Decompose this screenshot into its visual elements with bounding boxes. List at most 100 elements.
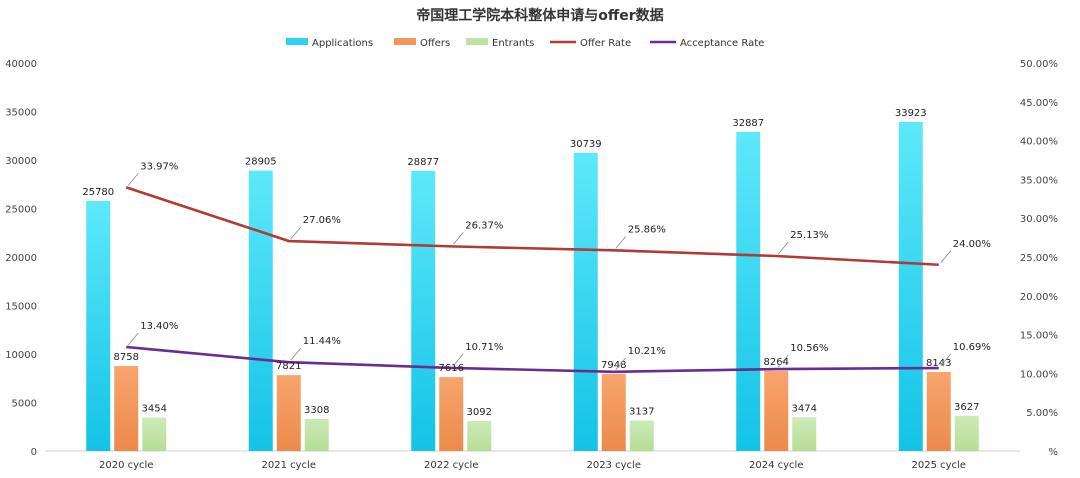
bar-value-label: 3627 <box>954 402 979 413</box>
bar-value-label: 8264 <box>764 357 789 368</box>
bar-value-label: 3454 <box>142 403 167 414</box>
leader-line <box>452 232 464 245</box>
x-tick-label: 2024 cycle <box>749 460 803 471</box>
line-value-label: 27.06% <box>303 215 341 226</box>
bar-value-label: 3308 <box>304 405 329 416</box>
legend-swatch-entrants <box>466 38 488 45</box>
line-acceptance-rate <box>126 345 939 374</box>
bar-applications <box>573 152 598 451</box>
x-tick-label: 2020 cycle <box>99 460 153 471</box>
bar-value-label: 7821 <box>276 361 301 372</box>
line-value-label: 11.44% <box>303 336 341 347</box>
legend-label: Offers <box>420 38 450 49</box>
chart-title: 帝国理工学院本科整体申请与offer数据 <box>416 7 663 24</box>
line-value-label: 25.86% <box>628 224 666 235</box>
leader-line <box>940 353 952 367</box>
line-value-label: 10.21% <box>628 346 666 357</box>
leader-line <box>127 332 139 346</box>
y-left-tick-label: 35000 <box>5 108 37 119</box>
bar-entrants <box>629 420 654 451</box>
bar-offers <box>276 375 301 451</box>
bar-value-label: 8758 <box>114 352 139 363</box>
chart-data-labels: 25780 28905 28877 30739 32887 33923 8758 7821 76… <box>82 108 991 418</box>
y-right-tick-label: 45.00% <box>1020 98 1058 109</box>
y-right-tick-label: 25.00% <box>1020 253 1058 264</box>
bar-value-label: 28905 <box>245 157 277 168</box>
leader-line <box>940 250 952 264</box>
bar-applications <box>86 200 111 451</box>
y-right-tick-label: 20.00% <box>1020 292 1058 303</box>
bar-applications <box>898 121 923 451</box>
line-value-label: 10.71% <box>465 342 503 353</box>
line-value-label: 13.40% <box>140 321 178 332</box>
bar-value-label: 7948 <box>601 360 626 371</box>
y-right-tick-label: 30.00% <box>1020 214 1058 225</box>
bar-entrants <box>142 417 167 451</box>
bar-entrants <box>954 415 979 451</box>
x-tick-label: 2025 cycle <box>912 460 966 471</box>
y-left-tick-label: 25000 <box>5 205 37 216</box>
bar-entrants <box>467 421 492 451</box>
y-left-tick-label: 5000 <box>12 399 37 410</box>
legend-swatch-applications <box>286 38 308 45</box>
y-left-tick-label: 15000 <box>5 302 37 313</box>
bar-offers <box>439 377 464 451</box>
bar-value-label: 3092 <box>467 407 492 418</box>
bar-value-label: 7616 <box>439 363 464 374</box>
x-tick-label: 2021 cycle <box>262 460 316 471</box>
y-left-tick-label: 10000 <box>5 350 37 361</box>
leader-line <box>127 173 139 186</box>
bar-value-label: 3137 <box>629 407 654 418</box>
y-right-tick-label: 5.00% <box>1026 408 1058 419</box>
bar-entrants <box>792 417 817 451</box>
chart-lines <box>125 186 939 374</box>
y-right-tick-label: 40.00% <box>1020 137 1058 148</box>
bar-value-label: 28877 <box>407 157 439 168</box>
leader-line <box>290 226 302 240</box>
line-value-label: 33.97% <box>140 161 178 172</box>
y-left-tick-label: 20000 <box>5 253 37 264</box>
leader-line <box>777 241 789 255</box>
y-right-tick-label: 50.00% <box>1020 59 1058 70</box>
line-value-label: 10.56% <box>790 343 828 354</box>
leader-line <box>452 353 464 367</box>
bar-offers <box>764 370 789 451</box>
legend-label: Entrants <box>492 38 534 49</box>
bar-applications <box>411 170 436 451</box>
y-right-tick-label: 10.00% <box>1020 369 1058 380</box>
line-value-label: 24.00% <box>953 239 991 250</box>
line-value-label: 26.37% <box>465 220 503 231</box>
y-left-tick-label: 40000 <box>5 59 37 70</box>
bar-value-label: 25780 <box>82 187 114 198</box>
bar-entrants <box>304 418 329 451</box>
y-left-tick-label: 0 <box>31 447 37 458</box>
bar-offers <box>601 373 626 451</box>
leader-line <box>615 236 627 249</box>
bar-offers <box>114 366 139 451</box>
legend-label: Acceptance Rate <box>680 38 764 49</box>
bar-value-label: 32887 <box>732 118 764 129</box>
leader-line <box>615 357 627 371</box>
y-right-tick-label: 15.00% <box>1020 331 1058 342</box>
legend-swatch-offers <box>394 38 416 45</box>
bar-value-label: 30739 <box>570 139 602 150</box>
bar-applications <box>736 131 761 451</box>
y-right-tick-label: % <box>1048 447 1058 458</box>
line-value-label: 25.13% <box>790 230 828 241</box>
y-left-tick-label: 30000 <box>5 156 37 167</box>
bar-offers <box>926 372 951 451</box>
legend-label: Applications <box>312 38 373 49</box>
x-tick-label: 2022 cycle <box>424 460 478 471</box>
bar-applications <box>248 170 273 451</box>
leader-line <box>777 354 789 368</box>
bar-value-label: 33923 <box>895 108 927 119</box>
x-tick-label: 2023 cycle <box>587 460 641 471</box>
chart-axes: 0 5000 10000 15000 20000 25000 30000 35000 40000… <box>5 59 1058 471</box>
bar-value-label: 8143 <box>926 358 951 369</box>
line-offer-rate <box>125 186 939 267</box>
leader-line <box>290 347 302 361</box>
line-value-label: 10.69% <box>953 342 991 353</box>
y-right-tick-label: 35.00% <box>1020 175 1058 186</box>
bar-value-label: 3474 <box>792 403 817 414</box>
